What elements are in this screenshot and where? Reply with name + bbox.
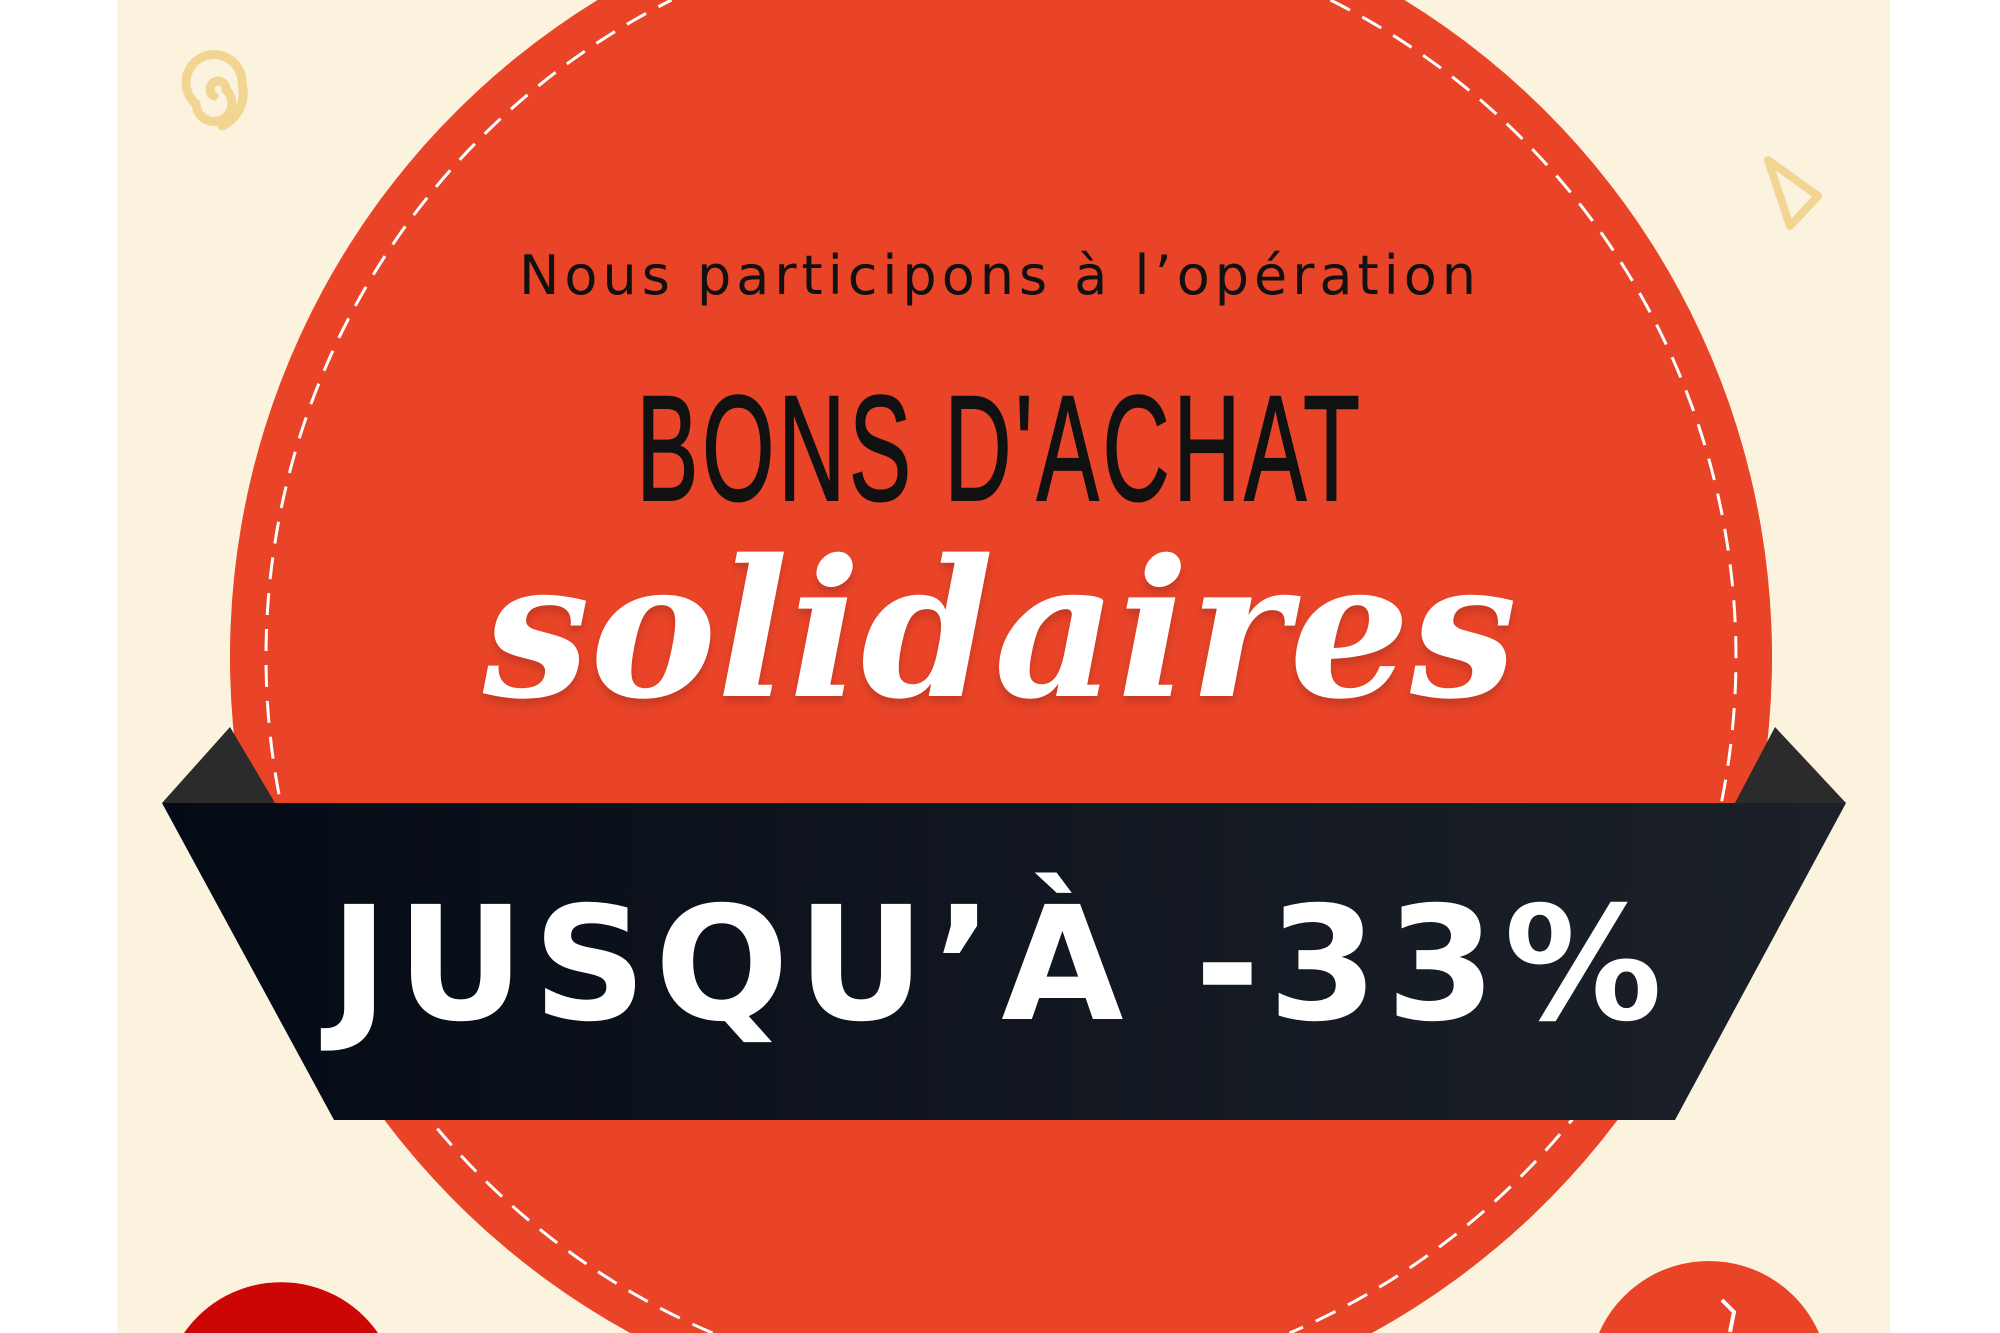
dashed-stitch: [264, 0, 1738, 1333]
intro-text: Nous participons à l’opération: [519, 244, 1481, 307]
discount-text: JUSQU’À -33%: [329, 873, 1671, 1057]
script-title: solidaires: [482, 518, 1518, 741]
ribbon-band: [162, 803, 1846, 1120]
bottom-right-badge-icon: [1720, 1298, 1737, 1333]
spiral-decor-icon: [181, 50, 248, 131]
triangle-decor-icon: [1764, 156, 1822, 230]
ribbon-fold-right: [1735, 727, 1846, 803]
bottom-left-badge: [184, 1282, 378, 1333]
bottom-right-badge: [1599, 1260, 1819, 1333]
title-outline: BONS D'ACHAT: [636, 364, 1364, 532]
ribbon-fold-left: [162, 727, 275, 803]
